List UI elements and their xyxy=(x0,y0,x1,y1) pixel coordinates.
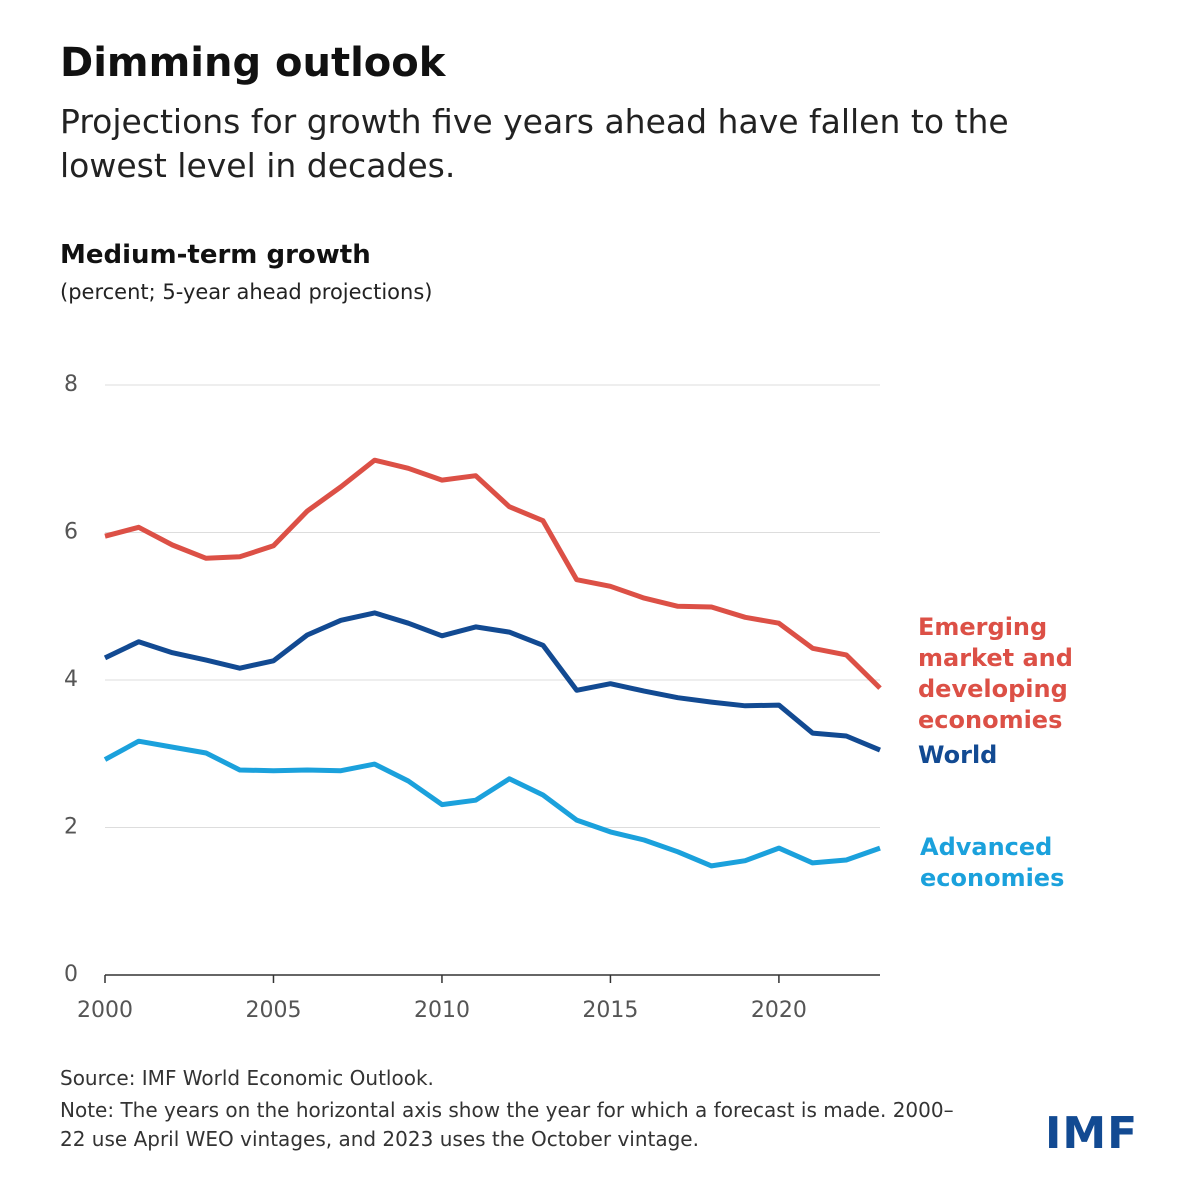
y-tick-label: 8 xyxy=(64,372,78,397)
x-tick-label: 2010 xyxy=(414,998,470,1023)
source: Source: IMF World Economic Outlook. xyxy=(60,1066,434,1090)
x-tick-label: 2005 xyxy=(245,998,301,1023)
legend-label: Advanced economies xyxy=(920,833,1065,892)
series-line xyxy=(103,738,881,869)
y-tick-label: 0 xyxy=(64,962,78,987)
y-tick-label: 2 xyxy=(64,815,78,840)
title: Dimming outlook xyxy=(60,40,446,86)
y-tick-label: 6 xyxy=(64,520,78,545)
y-tick-label: 4 xyxy=(64,667,78,692)
chart-title: Medium-term growth xyxy=(60,240,371,270)
subtitle: Projections for growth five years ahead … xyxy=(60,102,1009,185)
x-tick-label: 2000 xyxy=(77,998,133,1023)
series-line xyxy=(103,610,881,753)
x-tick-label: 2015 xyxy=(582,998,638,1023)
note: Note: The years on the horizontal axis s… xyxy=(60,1098,954,1151)
x-tick-label: 2020 xyxy=(751,998,807,1023)
legend-label: World xyxy=(918,741,998,769)
legend-label: Emerging market and developing economies xyxy=(918,613,1073,734)
series-line xyxy=(104,457,882,690)
y-axis-label: (percent; 5-year ahead projections) xyxy=(60,280,433,304)
logo: IMF xyxy=(1045,1108,1139,1159)
